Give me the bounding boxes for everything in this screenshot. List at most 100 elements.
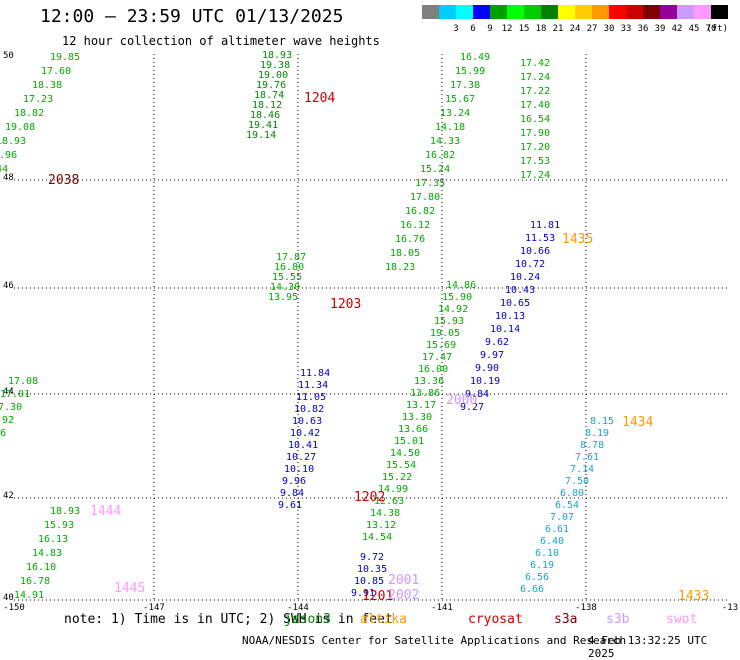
swh-value: 10.14 bbox=[490, 324, 520, 335]
legend-swatch bbox=[524, 5, 541, 19]
swh-value: 7.14 bbox=[570, 464, 594, 475]
swh-value: 6.56 bbox=[525, 572, 549, 583]
swh-value: 18.93 bbox=[262, 50, 292, 61]
swh-value: 16.80 bbox=[274, 262, 304, 273]
swh-value: 9.97 bbox=[480, 350, 504, 361]
swh-value: 16.92 bbox=[0, 415, 14, 426]
grid-lines bbox=[14, 54, 730, 601]
swh-value: 9.84 bbox=[280, 488, 304, 499]
note-prefix: note: 1) Time is in UTC; 2) SWH is in fe… bbox=[64, 612, 393, 627]
swh-value: 14.91 bbox=[14, 590, 44, 601]
legend-swatch bbox=[677, 5, 694, 19]
swh-value: 14.18 bbox=[435, 122, 465, 133]
swh-value: 17.24 bbox=[520, 72, 550, 83]
legend-label: 9 bbox=[487, 24, 492, 34]
lon-label: -138 bbox=[575, 603, 597, 613]
swh-value: 14.33 bbox=[430, 136, 460, 147]
pass-time-label: 1435 bbox=[562, 232, 593, 247]
swh-value: 11.05 bbox=[296, 392, 326, 403]
swh-value: 9.84 bbox=[465, 389, 489, 400]
swh-value: 17.40 bbox=[520, 100, 550, 111]
swh-value: 16.76 bbox=[395, 234, 425, 245]
pass-time-label: 1444 bbox=[90, 504, 121, 519]
swh-value: 15.67 bbox=[445, 94, 475, 105]
footer-timestamp: 4 Feb 13:32:25 UTC 2025 bbox=[588, 634, 708, 660]
swh-value: 16.49 bbox=[460, 52, 490, 63]
swh-value: 13.24 bbox=[440, 108, 470, 119]
swh-value: 18.05 bbox=[390, 248, 420, 259]
swh-value: 11.81 bbox=[530, 220, 560, 231]
swh-value: 15.69 bbox=[426, 340, 456, 351]
legend-swatch bbox=[558, 5, 575, 19]
swh-value: 15.90 bbox=[442, 292, 472, 303]
swh-value: 17.35 bbox=[415, 178, 445, 189]
legend-swatch bbox=[609, 5, 626, 19]
legend-swatch bbox=[643, 5, 660, 19]
swh-value: 17.60 bbox=[41, 66, 71, 77]
swh-value: 17.53 bbox=[520, 156, 550, 167]
swh-value: 9.90 bbox=[475, 363, 499, 374]
swh-value: 17.23 bbox=[23, 94, 53, 105]
legend-label: 27 bbox=[587, 24, 598, 34]
swh-value: 7.07 bbox=[550, 512, 574, 523]
swh-value: 17.96 bbox=[0, 150, 17, 161]
swh-value: 18.12 bbox=[252, 100, 282, 111]
legend-label: 12 bbox=[502, 24, 513, 34]
swh-value: 6.61 bbox=[545, 524, 569, 535]
swh-value: 8.78 bbox=[580, 440, 604, 451]
swh-value: 16.76 bbox=[0, 428, 6, 439]
swh-value: 17.08 bbox=[8, 376, 38, 387]
page-title: 12:00 – 23:59 UTC 01/13/2025 bbox=[40, 6, 344, 27]
legend-swatch bbox=[592, 5, 609, 19]
swh-value: 11.53 bbox=[525, 233, 555, 244]
swh-value: 15.55 bbox=[272, 272, 302, 283]
swh-value: 10.43 bbox=[505, 285, 535, 296]
swh-value: 8.19 bbox=[585, 428, 609, 439]
satellite-label: cryosat bbox=[468, 612, 523, 627]
swh-value: 9.72 bbox=[360, 552, 384, 563]
swh-value: 13.12 bbox=[366, 520, 396, 531]
swh-value: 12.63 bbox=[374, 496, 404, 507]
legend-label: 33 bbox=[621, 24, 632, 34]
swh-value: 10.63 bbox=[292, 416, 322, 427]
swh-value: 9.27 bbox=[460, 402, 484, 413]
swh-value: 16.54 bbox=[520, 114, 550, 125]
legend-swatch bbox=[456, 5, 473, 19]
satellite-label: jason3 bbox=[284, 612, 331, 627]
swh-value: 13.17 bbox=[406, 400, 436, 411]
swh-value: 19.05 bbox=[430, 328, 460, 339]
legend-label: 24 bbox=[570, 24, 581, 34]
satellite-label: s3a bbox=[554, 612, 578, 627]
lon-label: -141 bbox=[431, 603, 453, 613]
swh-value: 11.34 bbox=[298, 380, 328, 391]
swh-value: 13.86 bbox=[410, 388, 440, 399]
swh-value: 10.85 bbox=[354, 576, 384, 587]
swh-value: 15.99 bbox=[455, 66, 485, 77]
swh-value: 6.80 bbox=[560, 488, 584, 499]
swh-value: 10.65 bbox=[500, 298, 530, 309]
legend-swatch bbox=[473, 5, 490, 19]
page-subtitle: 12 hour collection of altimeter wave hei… bbox=[62, 34, 380, 48]
pass-time-label: 1204 bbox=[304, 91, 335, 106]
swh-value: 16.82 bbox=[425, 150, 455, 161]
swh-value: 13.30 bbox=[402, 412, 432, 423]
legend-swatch bbox=[541, 5, 558, 19]
legend-label: 70 bbox=[706, 24, 717, 34]
swh-value: 10.72 bbox=[515, 259, 545, 270]
legend-label: 42 bbox=[672, 24, 683, 34]
lon-label: -144 bbox=[287, 603, 309, 613]
swh-value: 18.93 bbox=[50, 506, 80, 517]
pass-time-label: 2038 bbox=[48, 173, 79, 188]
swh-value: 9.61 bbox=[278, 500, 302, 511]
swh-value: 10.41 bbox=[288, 440, 318, 451]
swh-value: 19.76 bbox=[256, 80, 286, 91]
swh-value: 10.35 bbox=[357, 564, 387, 575]
legend-swatch bbox=[694, 5, 711, 19]
swh-value: 19.14 bbox=[246, 130, 276, 141]
swh-value: 17.22 bbox=[520, 86, 550, 97]
swh-value: 9.62 bbox=[485, 337, 509, 348]
swh-value: 19.08 bbox=[5, 122, 35, 133]
legend-swatch bbox=[439, 5, 456, 19]
swh-value: 17.20 bbox=[520, 142, 550, 153]
lat-label: 44 bbox=[3, 387, 14, 397]
